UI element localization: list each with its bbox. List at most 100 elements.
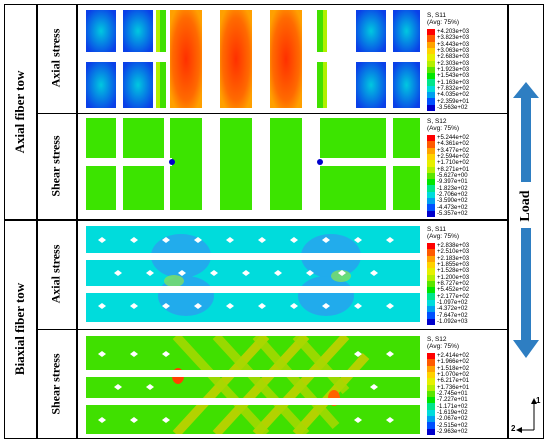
legend-value: +1.200e+03 xyxy=(437,274,470,281)
legend-swatch xyxy=(427,255,435,263)
legend-avg: (Avg: 75%) xyxy=(427,343,460,351)
legend-swatch xyxy=(427,243,435,250)
legend-value: +4.361e+02 xyxy=(437,141,470,148)
legend-value: +2.183e+03 xyxy=(437,255,470,262)
row-label-axial-stress-2: Axial stress xyxy=(48,244,63,304)
legend-value: +4.035e+02 xyxy=(437,92,470,99)
legend-swatch xyxy=(427,98,435,106)
figure-frame xyxy=(4,4,544,439)
legend-swatch xyxy=(427,73,435,80)
legend-value: +8.271e+01 xyxy=(437,166,470,173)
contour-axial-tow-s11 xyxy=(86,10,420,108)
legend-avg: (Avg: 75%) xyxy=(427,19,460,27)
legend-value: +3.823e+03 xyxy=(437,35,470,42)
legend-swatch xyxy=(427,422,435,430)
legend-value: -9.397e+01 xyxy=(437,179,468,186)
legend-swatch xyxy=(427,318,435,326)
legend-swatch xyxy=(427,79,435,87)
legend-value: +4.203e+03 xyxy=(437,29,470,35)
legend-value: +2.359e+01 xyxy=(437,98,470,105)
legend-swatch xyxy=(427,306,435,313)
section-label-biaxial-tow: Biaxial fiber tow xyxy=(12,282,27,376)
legend-value: -4.372e+02 xyxy=(437,306,468,313)
legend-swatch xyxy=(427,185,435,193)
axis-label-1: 1 xyxy=(536,396,541,405)
divider-load xyxy=(507,4,509,439)
legend-title: S, S11 xyxy=(427,226,447,233)
legend-value: +3.477e+02 xyxy=(437,147,470,154)
legend-swatch xyxy=(427,41,435,49)
legend-value: +3.443e+03 xyxy=(437,41,470,48)
legend-value: +7.832e+02 xyxy=(437,86,470,92)
load-arrow-up-icon xyxy=(513,82,539,182)
legend-swatch xyxy=(427,191,435,199)
contour-biaxial-tow-s12 xyxy=(86,336,420,434)
divider-row-3 xyxy=(36,329,507,330)
legend-value: -5.627e+00 xyxy=(437,173,468,179)
legend-swatch xyxy=(427,268,435,276)
legend-swatch xyxy=(427,409,435,417)
legend-value: +1.923e+03 xyxy=(437,67,470,73)
legend-value: +1.518e+02 xyxy=(437,365,470,372)
legend-value: -5.357e+02 xyxy=(437,211,468,217)
legend-swatch xyxy=(427,428,435,436)
legend-value: -2.067e+02 xyxy=(437,416,468,423)
legend-avg: (Avg: 75%) xyxy=(427,125,460,133)
legend-value: +1.543e+03 xyxy=(437,73,470,80)
legend-swatch xyxy=(427,365,435,373)
divider-row-1 xyxy=(36,113,507,114)
legend-value: -1.171e+02 xyxy=(437,403,468,410)
legend-axial-tow-s12: S, S12 (Avg: 75%) +5.244e+02 +4.361e+02 +3… xyxy=(427,118,505,218)
legend-value: +5.244e+02 xyxy=(437,135,470,141)
legend-value: +2.177e+02 xyxy=(437,293,470,300)
legend-swatch xyxy=(427,371,435,379)
legend-value: -1.619e+02 xyxy=(437,410,468,416)
legend-title: S, S12 xyxy=(427,336,447,343)
legend-title: S, S11 xyxy=(427,12,447,19)
legend-swatch xyxy=(427,204,435,212)
legend-swatch xyxy=(427,160,435,168)
row-label-shear-stress-1: Shear stress xyxy=(48,135,63,197)
legend-biaxial-tow-s12: S, S12 (Avg: 75%) +2.414e+02 +1.966e+02 +1… xyxy=(427,336,505,436)
legend-swatch xyxy=(427,353,435,360)
row-label-axial-stress-1: Axial stress xyxy=(48,28,63,88)
legend-avg: (Avg: 75%) xyxy=(427,233,460,241)
divider-section xyxy=(4,219,507,221)
legend-swatch xyxy=(427,153,435,161)
legend-swatch xyxy=(427,35,435,43)
legend-value: +2.594e+02 xyxy=(437,154,470,160)
legend-swatch xyxy=(427,60,435,68)
legend-value: -1.097e+02 xyxy=(437,300,468,306)
legend-swatch xyxy=(427,312,435,320)
legend-value: +1.736e+01 xyxy=(437,384,470,391)
legend-swatch xyxy=(427,166,435,174)
legend-value: -7.227e+01 xyxy=(437,397,468,404)
legend-swatch xyxy=(427,249,435,257)
divider-section-label xyxy=(36,4,38,439)
legend-swatch xyxy=(427,66,435,74)
legend-value: +2.303e+03 xyxy=(437,60,470,67)
legend-swatch xyxy=(427,172,435,180)
row-label-shear-stress-2: Shear stress xyxy=(48,353,63,415)
legend-swatch xyxy=(427,210,435,218)
legend-value: +8.727e+02 xyxy=(437,281,470,287)
legend-swatch xyxy=(427,378,435,386)
legend-value: +1.528e+03 xyxy=(437,268,470,275)
legend-value: -2.745e+01 xyxy=(437,391,468,397)
legend-value: +2.838e+03 xyxy=(437,243,470,249)
divider-row-label xyxy=(76,4,78,439)
legend-swatch xyxy=(427,397,435,404)
legend-axial-tow-s11: S, S11 (Avg: 75%) +4.203e+03 +3.823e+03 +3… xyxy=(427,12,505,112)
legend-value: -3.563e+02 xyxy=(437,105,468,111)
load-label: Load xyxy=(518,190,533,222)
legend-value: -2.963e+02 xyxy=(437,429,468,435)
legend-value: -2.515e+02 xyxy=(437,422,468,429)
legend-swatch xyxy=(427,54,435,62)
legend-value: +1.070e+02 xyxy=(437,372,470,378)
legend-value: +2.414e+02 xyxy=(437,353,470,359)
legend-swatch xyxy=(427,299,435,307)
legend-value: +6.217e+01 xyxy=(437,378,470,385)
legend-value: -1.092e+03 xyxy=(437,319,468,325)
legend-swatch xyxy=(427,293,435,301)
legend-swatch xyxy=(427,280,435,288)
